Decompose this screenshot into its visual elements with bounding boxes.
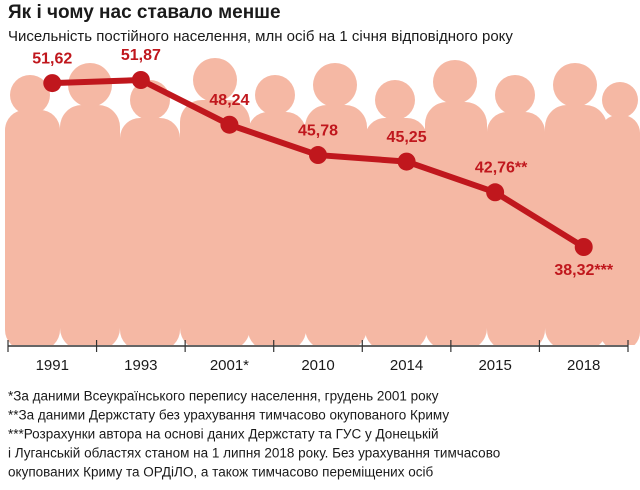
data-label: 45,25 <box>387 129 427 146</box>
point <box>43 74 62 93</box>
data-label: 38,32*** <box>554 262 613 279</box>
point <box>131 71 150 89</box>
chart-title: Як і чому нас ставало менше <box>8 2 281 23</box>
footnote: **За даними Держстату без урахування тим… <box>8 408 449 423</box>
x-tick-label: 2001* <box>210 357 249 374</box>
x-tick-label: 1993 <box>124 357 157 374</box>
silhouettes <box>5 58 640 345</box>
x-tick-label: 2014 <box>390 357 423 374</box>
footnote: *За даними Всеукраїнського перепису насе… <box>8 389 439 404</box>
point <box>309 146 327 165</box>
chart-subtitle: Чисельність постійного населення, млн ос… <box>8 28 513 45</box>
footnote: окупованих Криму та ОРДіЛО, а також тимч… <box>8 465 433 480</box>
x-tick-label: 2018 <box>567 357 600 374</box>
x-tick-label: 1991 <box>36 357 69 374</box>
data-label: 51,62 <box>32 50 72 67</box>
point <box>486 183 505 202</box>
point <box>220 115 239 134</box>
point <box>574 238 593 256</box>
x-tick-label: 2015 <box>478 357 511 374</box>
data-label: 51,87 <box>121 47 161 64</box>
data-label: 42,76** <box>475 159 528 176</box>
footnote: і Луганській областях станом на 1 липня … <box>8 446 500 461</box>
x-tick-label: 2010 <box>301 357 334 374</box>
data-label: 48,24 <box>209 92 249 109</box>
footnote: ***Розрахунки автора на основі даних Дер… <box>8 427 439 442</box>
point <box>397 152 416 171</box>
data-label: 45,78 <box>298 122 338 139</box>
